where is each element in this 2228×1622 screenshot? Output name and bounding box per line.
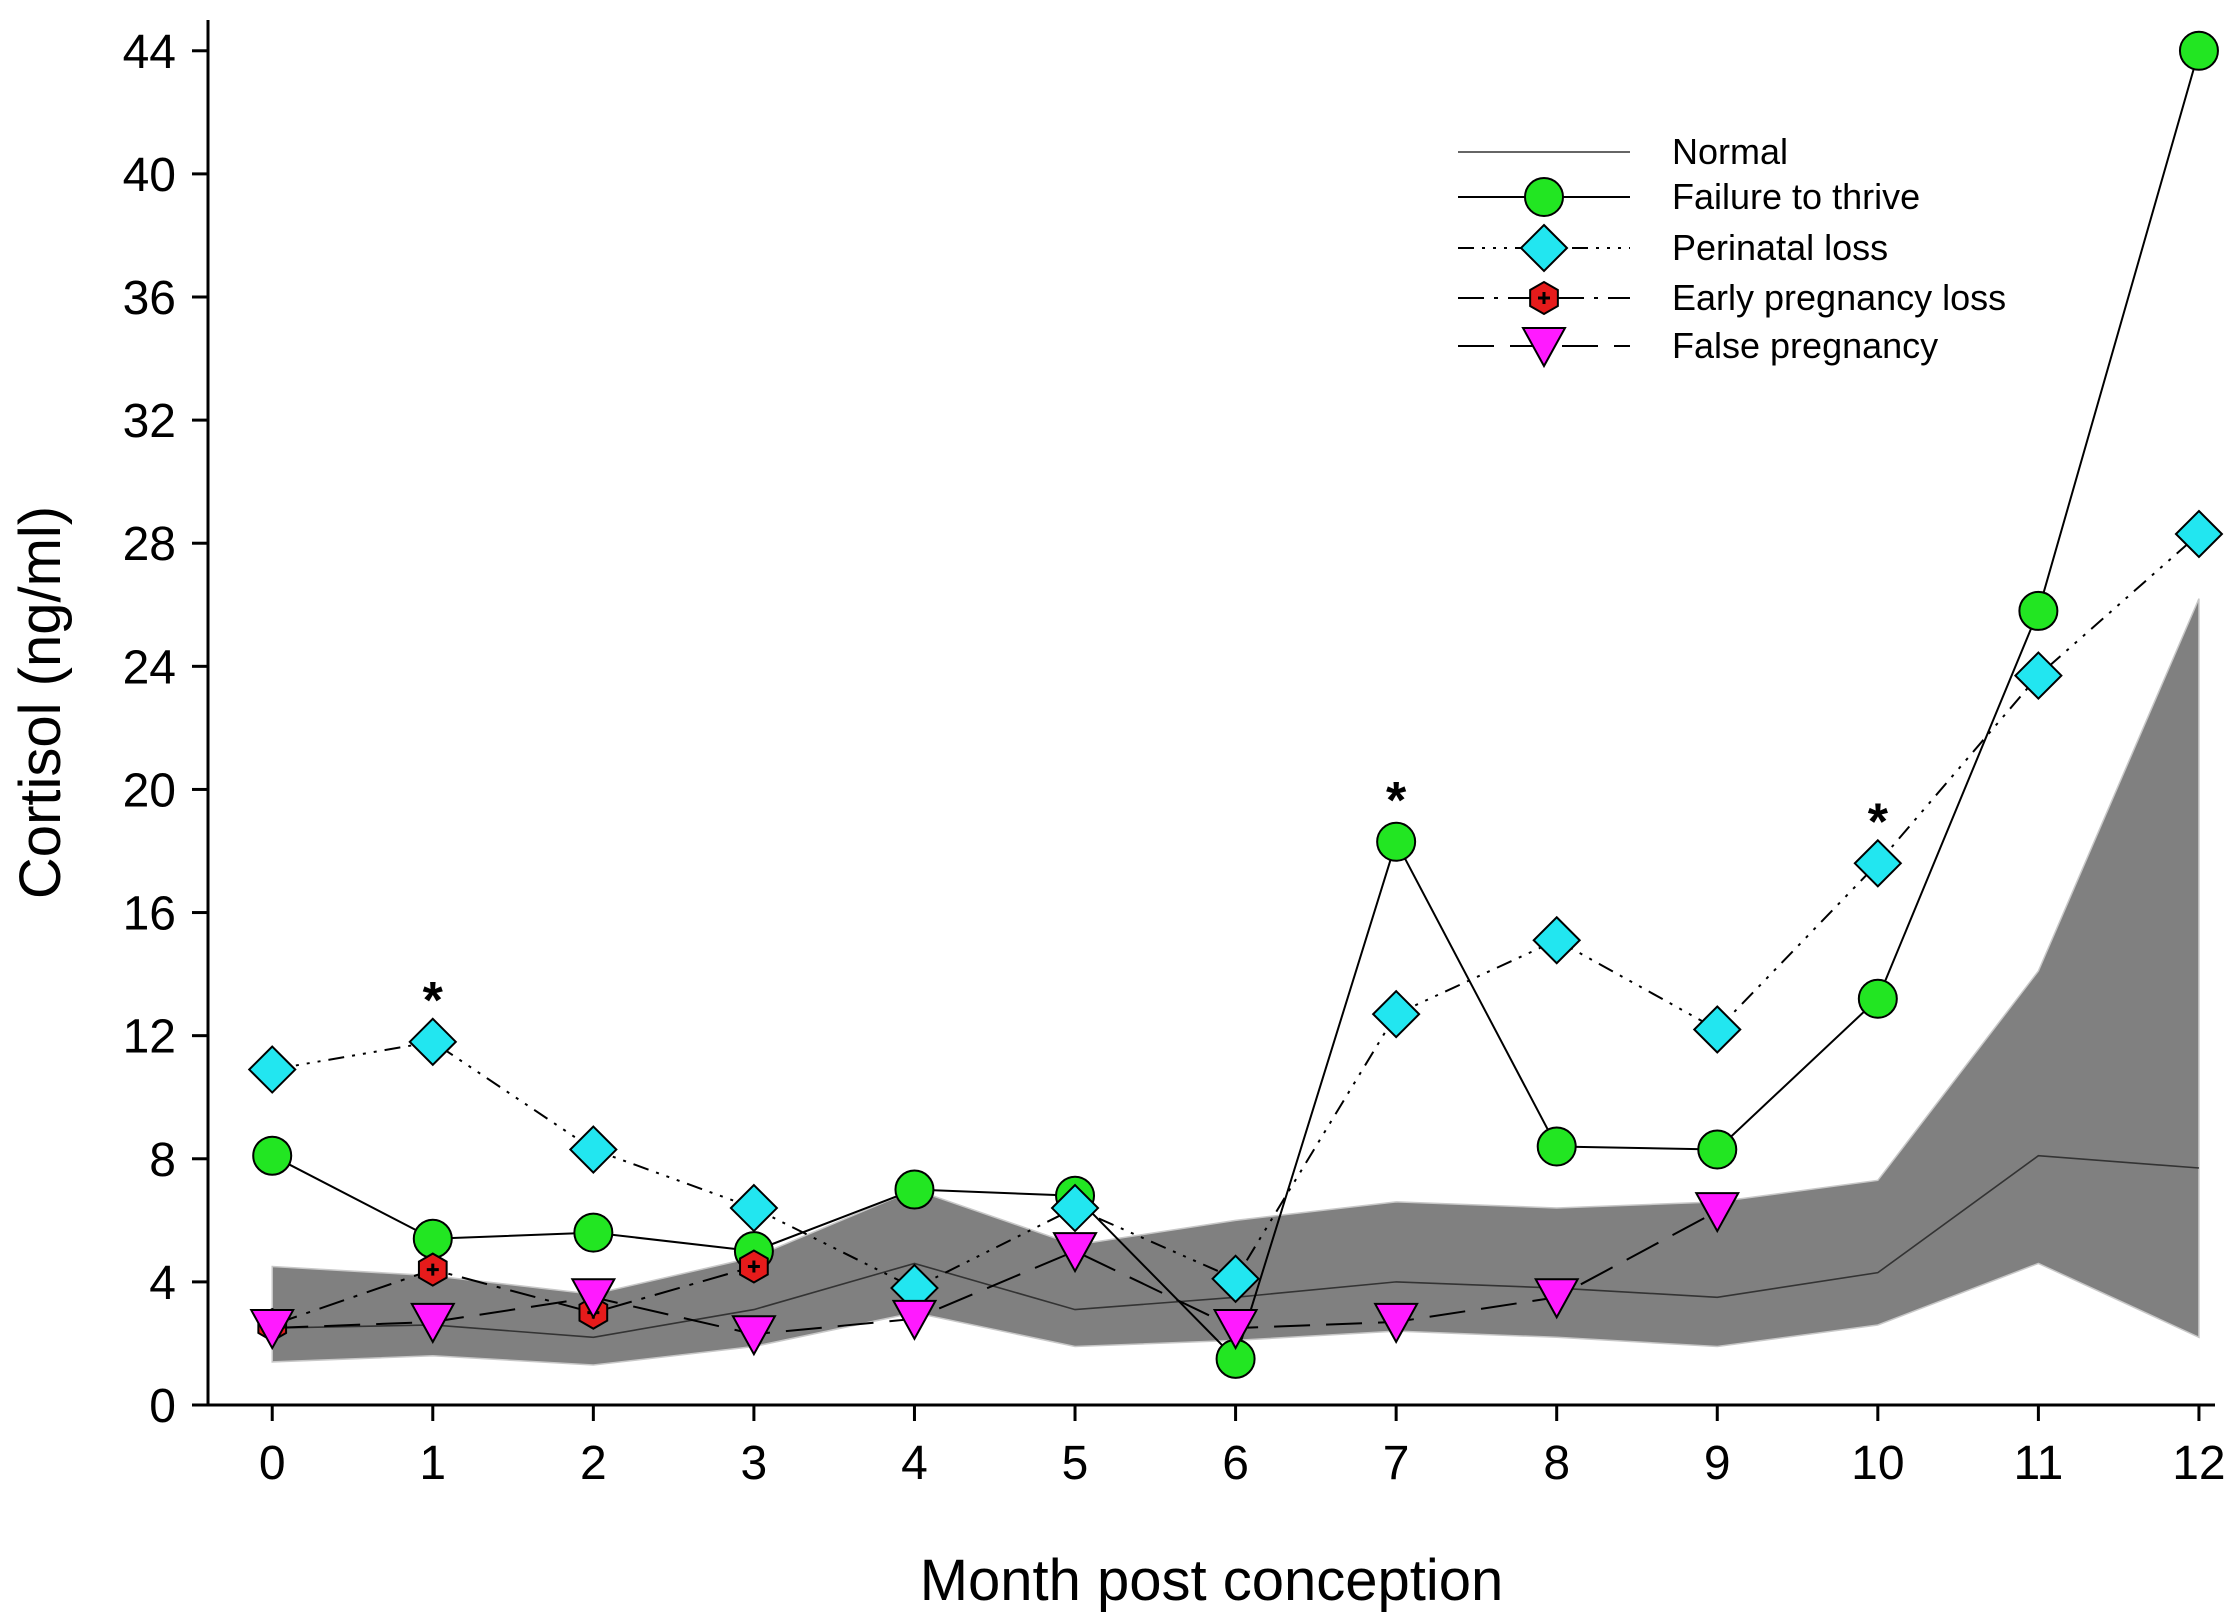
- legend-marker-perinatal-loss: [1519, 223, 1569, 273]
- series-false-pregnancy: [249, 1192, 1740, 1357]
- normal-band-layer: [271, 598, 2200, 1366]
- data-point-false-pregnancy: [410, 1302, 456, 1344]
- significance-marker: *: [423, 972, 444, 1030]
- significance-marker: *: [1868, 793, 1889, 851]
- series-line-false-pregnancy: [272, 1210, 1718, 1336]
- data-point-perinatal-loss: [1853, 838, 1903, 888]
- legend-item-failure-to-thrive: Failure to thrive: [1458, 176, 1920, 217]
- x-tick-label: 6: [1222, 1437, 1249, 1490]
- normal-range-band: [271, 598, 2200, 1366]
- legend-label: Normal: [1672, 131, 1788, 172]
- data-point-false-pregnancy: [1052, 1232, 1098, 1274]
- y-tick-label: 36: [123, 272, 176, 325]
- data-point-perinatal-loss: [1692, 1005, 1742, 1054]
- x-tick-label: 0: [259, 1437, 286, 1490]
- data-point-perinatal-loss: [1532, 915, 1582, 965]
- data-point-perinatal-loss: [1211, 1254, 1260, 1304]
- y-tick-label: 24: [123, 641, 176, 694]
- data-point-failure-to-thrive: [412, 1218, 453, 1259]
- data-point-failure-to-thrive: [252, 1135, 293, 1176]
- legend-label: Perinatal loss: [1672, 227, 1888, 268]
- data-point-perinatal-loss: [247, 1045, 297, 1094]
- data-point-false-pregnancy: [249, 1309, 295, 1351]
- x-ticks: 0 1 2 3 4 5 6 7 8 9 10 11 12: [259, 1405, 2226, 1490]
- y-tick-label: 16: [123, 888, 176, 941]
- data-point-false-pregnancy: [1534, 1278, 1580, 1320]
- significance-marker: *: [1386, 772, 1407, 830]
- data-point-perinatal-loss: [2174, 509, 2224, 559]
- y-tick-label: 44: [123, 26, 176, 79]
- y-axis-title: Cortisol (ng/ml): [8, 506, 73, 899]
- data-point-perinatal-loss: [729, 1183, 779, 1233]
- data-point-failure-to-thrive: [894, 1169, 935, 1210]
- y-ticks: 0 4 8 12 16 20 24 28 32 36 40 44: [123, 26, 208, 1433]
- x-tick-label: 4: [901, 1437, 928, 1490]
- x-axis-title: Month post conception: [920, 1548, 1504, 1613]
- legend-item-perinatal-loss: Perinatal loss: [1458, 223, 1888, 273]
- data-point-early-pregnancy-loss: [417, 1252, 448, 1287]
- series-perinatal-loss: [247, 509, 2224, 1313]
- x-tick-label: 5: [1062, 1437, 1089, 1490]
- x-tick-label: 9: [1704, 1437, 1731, 1490]
- annotation-layer: * * *: [423, 772, 1889, 1030]
- data-point-false-pregnancy: [891, 1299, 938, 1341]
- series-line-early-pregnancy-loss: [271, 1265, 755, 1326]
- y-tick-label: 0: [149, 1380, 176, 1433]
- data-point-false-pregnancy: [731, 1315, 777, 1357]
- data-point-false-pregnancy: [570, 1278, 617, 1320]
- x-tick-label: 12: [2172, 1437, 2225, 1490]
- data-point-false-pregnancy: [1694, 1192, 1740, 1234]
- x-tick-label: 10: [1851, 1437, 1904, 1490]
- x-tick-label: 3: [741, 1437, 768, 1490]
- data-point-failure-to-thrive: [1376, 821, 1417, 862]
- data-point-failure-to-thrive: [2018, 590, 2059, 631]
- y-tick-label: 32: [123, 395, 176, 448]
- y-tick-label: 40: [123, 149, 176, 202]
- y-tick-label: 28: [123, 518, 176, 571]
- data-point-failure-to-thrive: [1536, 1126, 1577, 1167]
- y-tick-label: 20: [123, 764, 176, 817]
- data-point-perinatal-loss: [408, 1017, 458, 1067]
- legend-item-false-pregnancy: False pregnancy: [1458, 325, 1938, 369]
- legend-label: False pregnancy: [1672, 325, 1938, 366]
- x-tick-label: 7: [1383, 1437, 1410, 1490]
- x-tick-label: 1: [419, 1437, 446, 1490]
- data-point-early-pregnancy-loss: [739, 1249, 769, 1284]
- data-point-false-pregnancy: [1373, 1302, 1419, 1344]
- data-point-failure-to-thrive: [1857, 978, 1898, 1019]
- legend-marker-early-pregnancy-loss: [1529, 280, 1559, 316]
- legend-item-early-pregnancy-loss: Early pregnancy loss: [1458, 277, 2006, 318]
- data-point-perinatal-loss: [568, 1125, 618, 1174]
- data-point-failure-to-thrive: [1697, 1129, 1738, 1170]
- legend-label: Failure to thrive: [1672, 176, 1920, 217]
- data-point-false-pregnancy: [1212, 1309, 1259, 1351]
- legend-item-normal: Normal: [1458, 131, 1788, 172]
- x-tick-label: 11: [2013, 1437, 2063, 1490]
- series-layer: [247, 30, 2224, 1379]
- x-tick-label: 8: [1543, 1437, 1570, 1490]
- data-point-failure-to-thrive: [573, 1212, 614, 1253]
- y-tick-label: 12: [123, 1011, 176, 1064]
- legend-marker-failure-to-thrive: [1524, 177, 1564, 217]
- y-tick-label: 4: [149, 1257, 176, 1310]
- legend-marker-false-pregnancy: [1521, 327, 1567, 369]
- data-point-perinatal-loss: [1371, 989, 1421, 1039]
- legend-label: Early pregnancy loss: [1672, 277, 2006, 318]
- data-point-failure-to-thrive: [2178, 30, 2219, 71]
- data-point-perinatal-loss: [1050, 1183, 1100, 1233]
- y-tick-label: 8: [149, 1134, 176, 1187]
- x-tick-label: 2: [580, 1437, 607, 1490]
- data-point-perinatal-loss: [2013, 651, 2063, 700]
